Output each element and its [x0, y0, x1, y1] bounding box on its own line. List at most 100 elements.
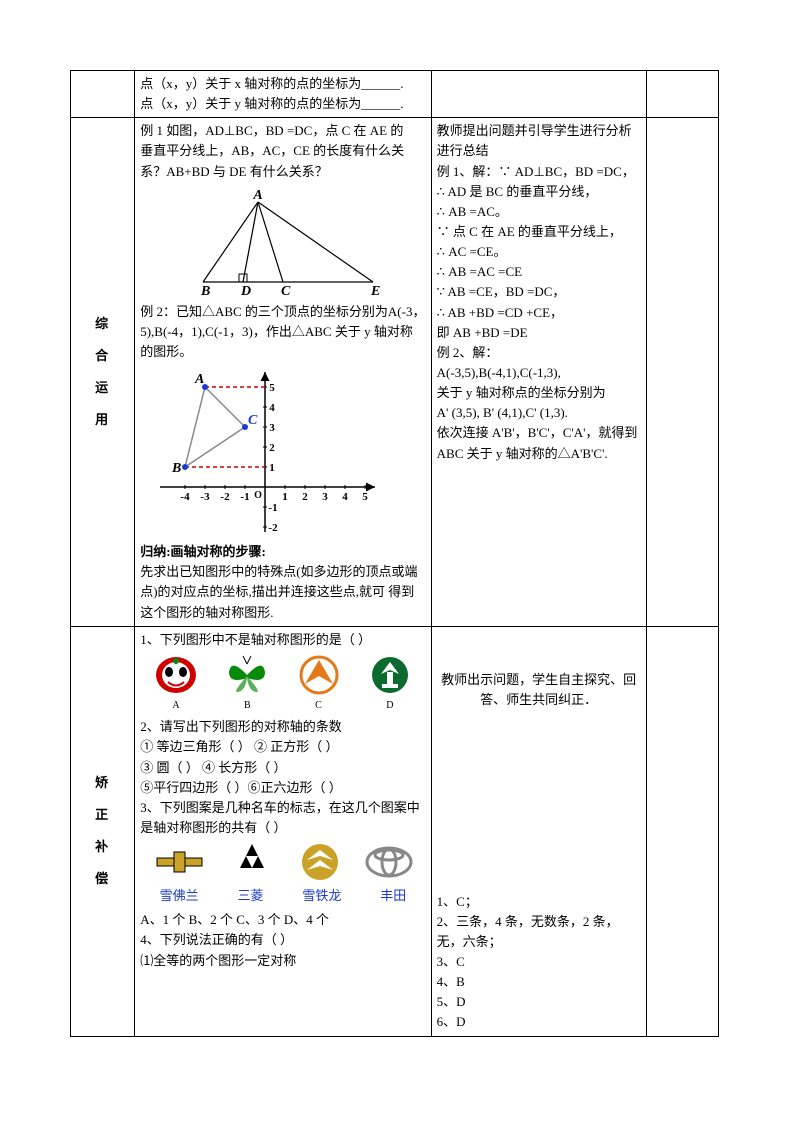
svg-text:O: O	[254, 490, 262, 501]
lbl-yun: 运	[76, 378, 129, 398]
s2r-l4: ∴ AB =AC。	[437, 204, 508, 219]
row1-right	[431, 71, 646, 118]
svg-text:E: E	[370, 284, 380, 297]
butterfly-icon	[223, 654, 271, 696]
s2r-l10: 即 AB +BD =DE	[437, 325, 528, 340]
car-labels: 雪佛兰 三菱 雪铁龙 丰田	[140, 884, 425, 906]
s3r-a2: 2、三条，4 条，无数条，2 条，无，六条；	[437, 914, 619, 949]
svg-text:C: C	[248, 413, 258, 428]
lbl-zheng: 正	[76, 805, 129, 825]
q3-options: A、1 个 B、2 个 C、3 个 D、4 个	[140, 912, 329, 927]
svg-text:-4: -4	[181, 491, 191, 503]
summary-body: 先求出已知图形中的特殊点(如多边形的顶点或端点)的对应点的坐标,描出并连接这些点…	[140, 564, 417, 619]
svg-text:5: 5	[362, 491, 368, 503]
row1-line1: 点（x，y）关于 x 轴对称的点的坐标为______.	[140, 76, 403, 91]
car-lbl-4: 丰田	[380, 886, 406, 906]
q1-text: 1、下列图形中不是轴对称图形的是（ ）	[140, 632, 371, 647]
s2r-l15: 依次连接 A'B'，B'C'，C'A'，就得到 ABC 关于 y 轴对称的△A'…	[437, 425, 638, 460]
section3-far	[646, 626, 718, 1036]
svg-text:B: B	[200, 284, 210, 297]
svg-text:3: 3	[269, 422, 275, 434]
opt-d	[366, 654, 414, 696]
car-citroen	[299, 842, 341, 882]
q2c: ⑤平行四边形（ ）⑥正六边形（ ）	[140, 780, 342, 795]
s2r-l8: ∵ AB =CE，BD =DC，	[437, 284, 566, 299]
svg-text:-3: -3	[201, 491, 211, 503]
section2-mid: 例 1 如图，AD⊥BC，BD =DC，点 C 在 AE 的 垂直平分线上，AB…	[135, 118, 431, 626]
s3r-l1: 教师出示问题，学生自主探究、回答、师生共同纠正．	[441, 672, 636, 707]
cmb-logo-icon	[295, 654, 343, 696]
mitsubishi-icon	[230, 842, 275, 882]
option-labels: A B C D	[140, 698, 425, 714]
citroen-icon	[299, 842, 341, 882]
lbl-bu: 补	[76, 837, 129, 857]
q3-text: 3、下列图案是几种名车的标志，在这几个图案中是轴对称图形的共有（ ）	[140, 800, 420, 835]
lbl-chang: 偿	[76, 869, 129, 889]
s3r-a6: 6、D	[437, 1014, 466, 1029]
q4-text: 4、下列说法正确的有（ ）	[140, 932, 293, 947]
toyota-icon	[364, 844, 414, 880]
car-lbl-2: 三菱	[237, 886, 263, 906]
row1-far	[646, 71, 718, 118]
opt-a	[152, 654, 200, 696]
svg-text:-1: -1	[269, 502, 278, 514]
svg-text:4: 4	[342, 491, 348, 503]
opt-c	[295, 654, 343, 696]
s2r-l3: ∴ AD 是 BC 的垂直平分线，	[437, 184, 598, 199]
s3r-a1: 1、C；	[437, 894, 478, 909]
s3r-a5: 5、D	[437, 994, 466, 1009]
car-mitsubishi	[230, 842, 275, 882]
row1-content: 点（x，y）关于 x 轴对称的点的坐标为______. 点（x，y）关于 y 轴…	[135, 71, 431, 118]
abc-logo-icon	[366, 654, 414, 696]
s2r-l7: ∴ AB =AC =CE	[437, 264, 522, 279]
option-logos	[140, 654, 425, 696]
section2-label: 综 合 运 用	[71, 118, 135, 626]
s2r-l14: A' (3,5), B' (4,1),C' (1,3).	[437, 405, 568, 420]
lbl-he: 合	[76, 346, 129, 366]
svg-text:-2: -2	[221, 491, 231, 503]
svg-text:2: 2	[302, 491, 308, 503]
opt-label-c: C	[315, 698, 322, 714]
lbl-jiao: 矫	[76, 773, 129, 793]
svg-text:4: 4	[269, 402, 275, 414]
s3r-a4: 4、B	[437, 974, 465, 989]
car-lbl-3: 雪铁龙	[302, 886, 341, 906]
svg-text:A: A	[252, 188, 262, 203]
svg-text:B: B	[171, 461, 181, 476]
q2-text: 2、请写出下列图形的对称轴的条数	[140, 719, 342, 734]
q2a: ① 等边三角形（ ） ② 正方形（ ）	[140, 739, 338, 754]
ex2-text: 例 2：已知△ABC 的三个顶点的坐标分别为A(-3，5),B(-4，1),C(…	[140, 304, 425, 359]
car-logos	[140, 842, 425, 882]
svg-text:A: A	[194, 372, 204, 387]
car-lbl-1: 雪佛兰	[160, 886, 199, 906]
svg-text:-1: -1	[241, 491, 250, 503]
svg-text:5: 5	[269, 382, 275, 394]
ex1-text-b: 垂直平分线上，AB，AC，CE 的长度有什么关系？AB+BD 与 DE 有什么关…	[140, 143, 404, 178]
opt-label-b: B	[244, 698, 251, 714]
svg-text:1: 1	[269, 462, 275, 474]
q4a: ⑴全等的两个图形一定对称	[140, 953, 296, 968]
opera-mask-icon	[152, 654, 200, 696]
s2r-l13: 关于 y 轴对称点的坐标分别为	[437, 385, 606, 400]
lbl-zong: 综	[76, 314, 129, 334]
car-chevrolet	[152, 845, 207, 879]
svg-text:D: D	[240, 284, 251, 297]
section3-right: 教师出示问题，学生自主探究、回答、师生共同纠正． 1、C； 2、三条，4 条，无…	[431, 626, 646, 1036]
q2b: ③ 圆（ ） ④ 长方形（ ）	[140, 760, 286, 775]
triangle-figure: A B D C E	[183, 187, 383, 297]
section3-mid: 1、下列图形中不是轴对称图形的是（ ）	[135, 626, 431, 1036]
svg-text:1: 1	[282, 491, 288, 503]
section2-far	[646, 118, 718, 626]
axis-figure: -4-3-2-1 12345 12345 -1-2 O	[150, 367, 380, 537]
s2r-l9: ∴ AB +BD =CD +CE，	[437, 305, 563, 320]
opt-label-a: A	[172, 698, 179, 714]
chevrolet-icon	[152, 845, 207, 879]
opt-label-d: D	[386, 698, 393, 714]
summary-title: 归纳:画轴对称的步骤:	[140, 544, 266, 559]
s2r-l5: ∵ 点 C 在 AE 的垂直平分线上，	[437, 224, 622, 239]
section3-label: 矫 正 补 偿	[71, 626, 135, 1036]
svg-text:3: 3	[322, 491, 328, 503]
svg-text:-2: -2	[269, 522, 279, 534]
lbl-yong: 用	[76, 410, 129, 430]
section2-right: 教师提出问题并引导学生进行分析进行总结 例 1、解：∵ AD⊥BC，BD =DC…	[431, 118, 646, 626]
